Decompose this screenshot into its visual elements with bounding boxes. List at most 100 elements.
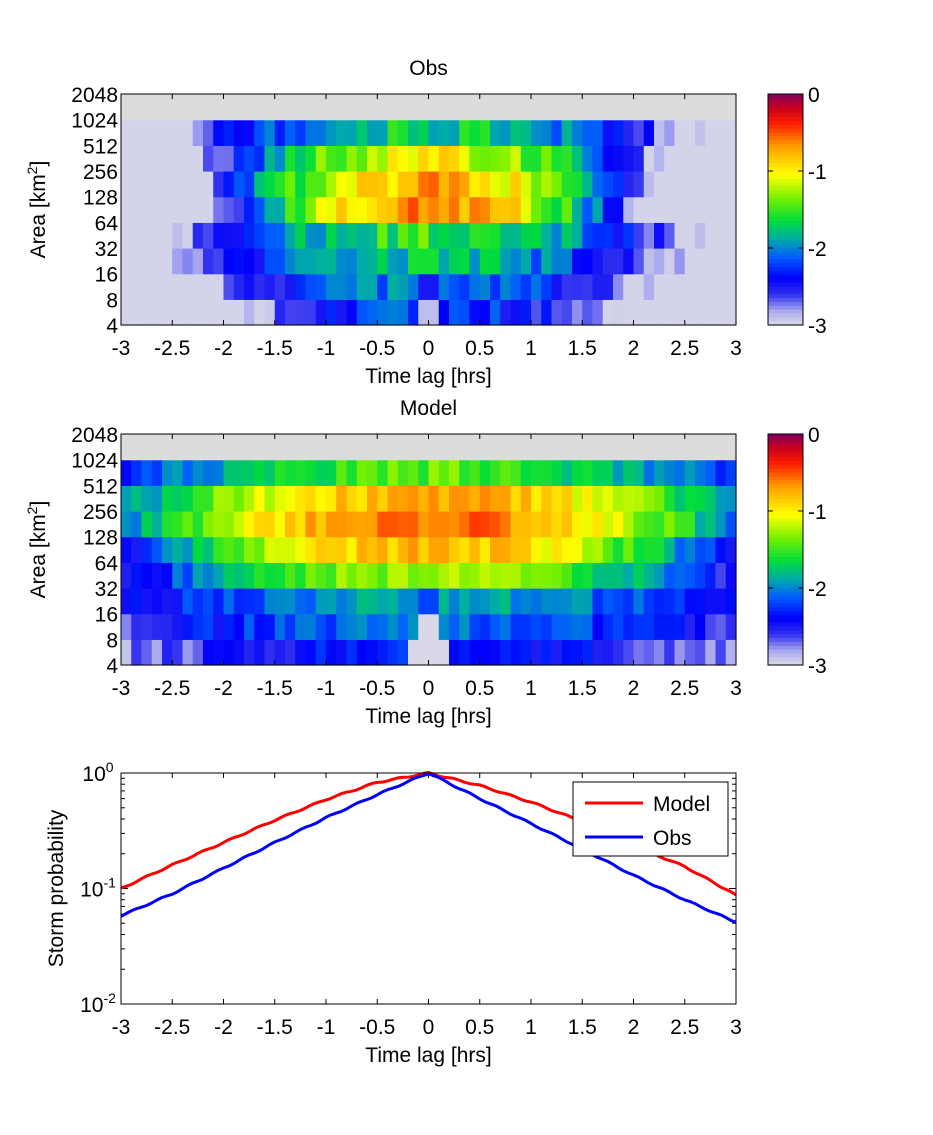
obs-heatmap-cell <box>572 196 583 223</box>
model-heatmap-cell <box>377 511 389 538</box>
model-heatmap-colorbar-swatch <box>768 464 803 470</box>
obs-heatmap-cell <box>572 248 583 275</box>
model-heatmap-colorbar-swatch <box>768 511 803 516</box>
obs-heatmap-cell <box>121 222 132 249</box>
obs-heatmap-cell <box>633 119 645 146</box>
model-heatmap-colorbar-swatch <box>768 614 803 620</box>
model-heatmap-cell <box>561 588 573 615</box>
obs-heatmap-cell <box>531 299 542 326</box>
model-heatmap-cell <box>664 485 676 512</box>
model-heatmap-cell <box>295 639 307 666</box>
model-heatmap-colorbar-swatch <box>768 588 803 593</box>
model-heatmap-cell <box>582 536 594 563</box>
model-heatmap-cell <box>408 613 419 640</box>
obs-heatmap-colorbar-swatch <box>768 321 803 326</box>
obs-heatmap-cell <box>151 196 163 223</box>
model-heatmap-cell <box>469 639 481 666</box>
model-heatmap-cell <box>295 562 307 589</box>
obs-heatmap-cell <box>623 119 635 146</box>
obs-heatmap-cell <box>274 196 286 223</box>
obs-heatmap-colorbar-label: -3 <box>808 315 827 338</box>
obs-heatmap-cell <box>295 119 307 146</box>
model-heatmap-cell <box>162 459 173 486</box>
obs-heatmap-colorbar-swatch <box>768 171 803 176</box>
obs-heatmap-cell <box>633 196 645 223</box>
model-heatmap-cell <box>459 536 471 563</box>
model-heatmap-cell <box>541 639 553 666</box>
obs-heatmap-cell <box>182 94 194 121</box>
obs-heatmap-cell <box>541 273 553 300</box>
obs-heatmap-cell <box>162 145 173 172</box>
obs-heatmap-cell <box>315 299 327 326</box>
model-heatmap-cell <box>418 536 430 563</box>
legend-box <box>572 781 729 857</box>
model-heatmap-panel: Model -3 -2.5 -2 -1.5 -1 -0.5 0 0.5 1 1.5 2 2.5 3 4 816… <box>24 397 827 728</box>
model-heatmap-cell <box>223 562 235 589</box>
model-heatmap-cell <box>305 588 317 615</box>
obs-heatmap-cell <box>428 222 440 249</box>
obs-heatmap-cell <box>346 94 358 121</box>
model-heatmap-cell <box>356 639 368 666</box>
obs-heatmap-cell <box>613 299 624 326</box>
model-heatmap-cell <box>356 459 368 486</box>
model-heatmap-cell <box>233 588 245 615</box>
model-heatmap-cell <box>162 511 173 538</box>
obs-heatmap-cell <box>192 299 204 326</box>
obs-heatmap-cell <box>397 273 409 300</box>
obs-heatmap-cell <box>561 119 573 146</box>
obs-heatmap-cell <box>295 145 307 172</box>
model-heatmap-cell <box>490 639 501 666</box>
model-heatmap-cell <box>233 562 245 589</box>
model-heatmap-cell <box>182 485 194 512</box>
model-heatmap-cell <box>203 639 214 666</box>
obs-heatmap-cell <box>654 94 665 121</box>
obs-heatmap-cell <box>602 171 614 198</box>
model-heatmap-cell <box>377 562 389 589</box>
obs-heatmap-cell <box>602 273 614 300</box>
obs-heatmap-cell <box>725 196 737 223</box>
model-heatmap-cell <box>295 434 307 461</box>
obs-heatmap-cell <box>367 119 378 146</box>
model-heatmap-xtick-label: -1.5 <box>257 677 293 700</box>
obs-heatmap-cell <box>192 196 204 223</box>
model-heatmap-cell <box>213 562 225 589</box>
obs-heatmap-cell <box>500 119 512 146</box>
obs-heatmap-cell <box>254 299 266 326</box>
obs-heatmap-colorbar-swatch <box>768 109 803 114</box>
obs-heatmap-colorbar-swatch <box>768 282 803 288</box>
obs-heatmap-cell <box>203 222 214 249</box>
obs-heatmap-cell <box>613 222 624 249</box>
model-heatmap-cell <box>233 485 245 512</box>
obs-heatmap-cell <box>479 196 491 223</box>
obs-heatmap-cell <box>633 299 645 326</box>
model-heatmap-cell <box>418 613 430 640</box>
model-heatmap-cell <box>408 536 419 563</box>
model-heatmap-colorbar-swatch <box>768 649 803 655</box>
obs-heatmap-cell <box>141 222 153 249</box>
model-heatmap-cell <box>315 562 327 589</box>
model-heatmap-cell <box>131 588 143 615</box>
model-heatmap-cell <box>315 459 327 486</box>
model-heatmap-colorbar-swatch <box>768 534 803 539</box>
model-heatmap-cell <box>684 459 696 486</box>
model-heatmap-cell <box>305 511 317 538</box>
model-heatmap-colorbar-swatch <box>768 549 803 554</box>
model-heatmap-cell <box>131 562 143 589</box>
model-heatmap-cell <box>213 434 225 461</box>
obs-heatmap-cell <box>459 273 471 300</box>
obs-heatmap-cell <box>295 94 307 121</box>
model-heatmap-cell <box>244 613 255 640</box>
obs-heatmap-cell <box>121 171 132 198</box>
obs-heatmap-cell <box>367 299 378 326</box>
model-heatmap-cell <box>141 434 153 461</box>
obs-heatmap-cell <box>141 145 153 172</box>
obs-heatmap-cell <box>449 171 460 198</box>
obs-heatmap-colorbar-swatch <box>768 244 803 249</box>
model-heatmap-cell <box>387 613 399 640</box>
model-heatmap-cell <box>654 434 665 461</box>
obs-heatmap-cell <box>510 222 522 249</box>
obs-heatmap-cell <box>705 196 717 223</box>
obs-heatmap-cell <box>408 299 419 326</box>
model-heatmap-colorbar-swatch <box>768 522 803 527</box>
model-heatmap-colorbar-swatch <box>768 514 803 520</box>
